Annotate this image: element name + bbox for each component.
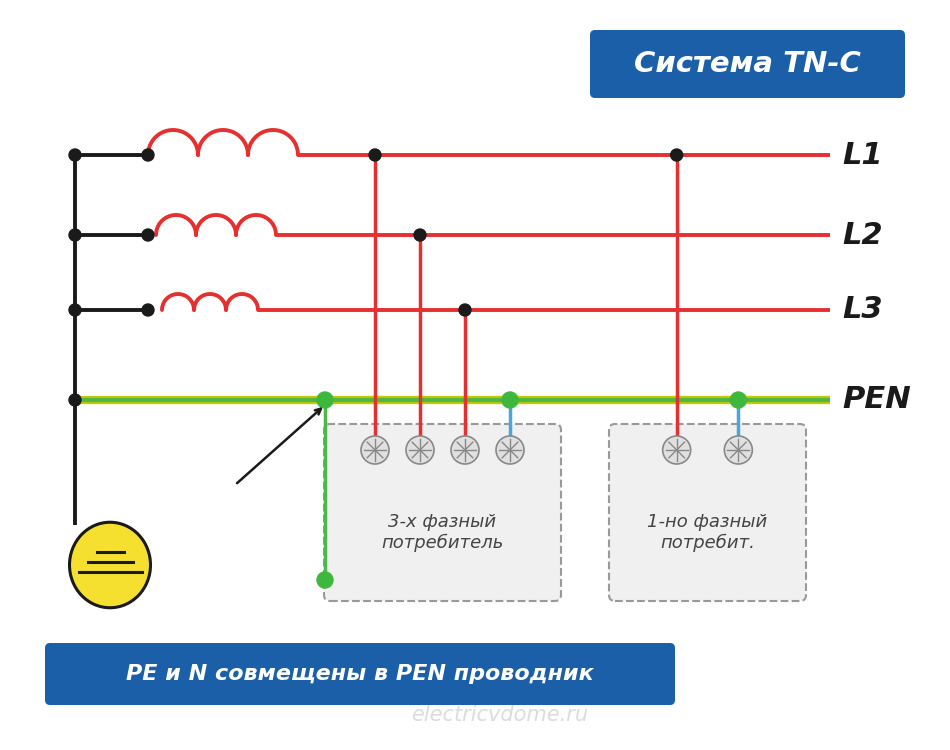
Circle shape [69,304,81,316]
Text: L3: L3 [842,296,883,325]
Text: 3-х фазный
потребитель: 3-х фазный потребитель [381,513,504,552]
Circle shape [142,149,154,161]
Text: PEN: PEN [842,386,911,415]
Text: PE и N совмещены в PEN проводник: PE и N совмещены в PEN проводник [126,664,594,684]
FancyBboxPatch shape [45,643,675,705]
Circle shape [69,149,81,161]
Ellipse shape [69,522,150,608]
Text: L1: L1 [842,140,883,170]
Circle shape [451,436,479,464]
Circle shape [731,392,747,408]
Circle shape [317,572,333,588]
Circle shape [459,304,471,316]
Circle shape [69,229,81,241]
Circle shape [317,392,333,408]
Text: L2: L2 [842,220,883,250]
Circle shape [406,436,434,464]
Circle shape [361,436,389,464]
Circle shape [724,436,752,464]
Text: Система TN-C: Система TN-C [634,50,861,78]
Circle shape [69,394,81,406]
FancyBboxPatch shape [609,424,806,601]
Text: 1-но фазный
потребит.: 1-но фазный потребит. [647,513,768,552]
Circle shape [671,149,683,161]
Circle shape [369,149,381,161]
Circle shape [496,436,524,464]
Circle shape [414,229,426,241]
FancyBboxPatch shape [324,424,561,601]
Circle shape [142,229,154,241]
Circle shape [142,304,154,316]
FancyBboxPatch shape [590,30,905,98]
Circle shape [663,436,691,464]
Circle shape [502,392,518,408]
Text: electricvdome.ru: electricvdome.ru [411,705,589,725]
